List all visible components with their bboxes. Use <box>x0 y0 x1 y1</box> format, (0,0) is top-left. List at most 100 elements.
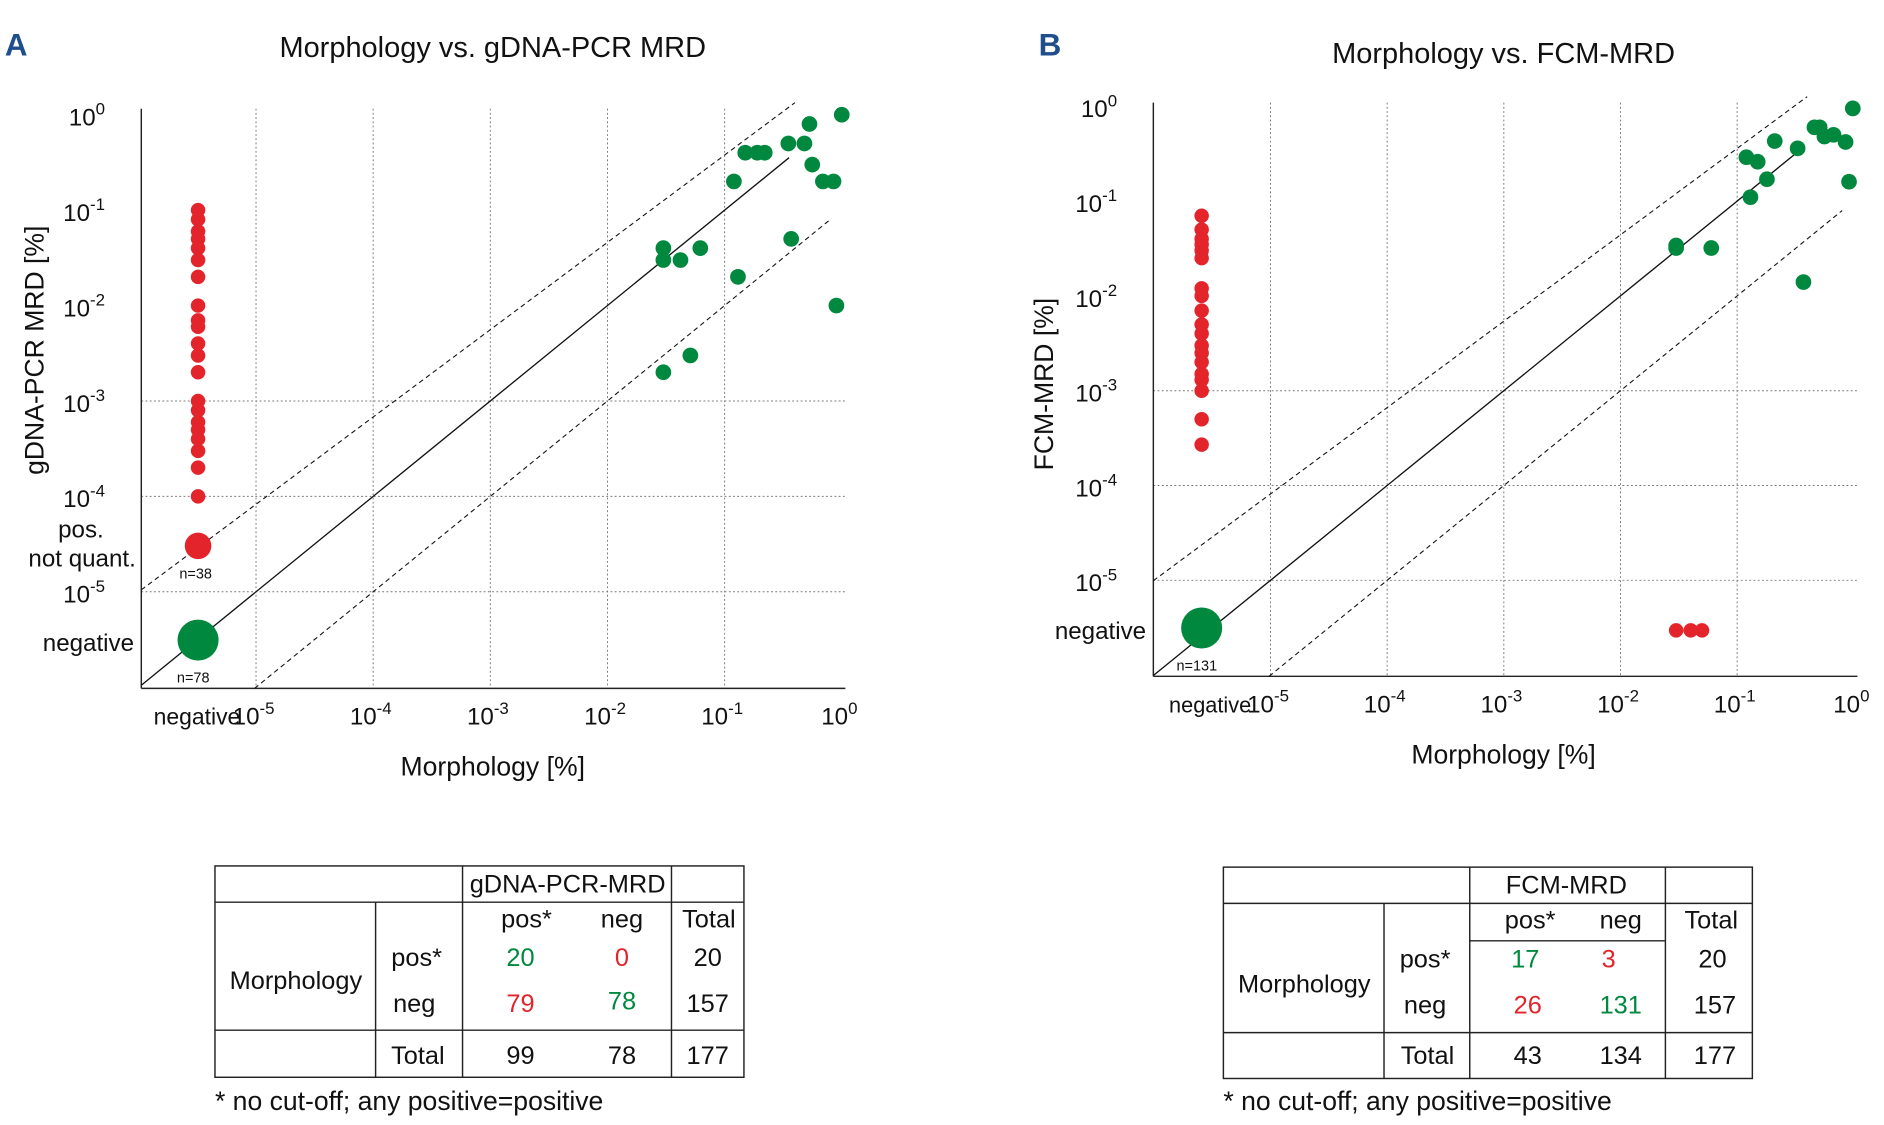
y-tick-exponent: -5 <box>1102 565 1117 584</box>
x-tick-label: 10-5 <box>1247 687 1289 719</box>
table-b-cell: 43 <box>1514 1042 1542 1070</box>
table-b-cell: 134 <box>1600 1042 1642 1070</box>
green-data-point <box>1841 173 1857 190</box>
chart-title-b: Morphology vs. FCM-MRD <box>1332 38 1675 70</box>
x-tick-label: 10-4 <box>1364 687 1406 719</box>
green-data-point <box>780 135 797 152</box>
table-b-col-pos: pos* <box>1505 907 1556 935</box>
contingency-table-b <box>1222 866 1754 1080</box>
table-a-cell: 78 <box>608 1042 636 1070</box>
table-a-cell: 157 <box>687 990 729 1018</box>
green-data-point <box>804 156 821 173</box>
y-tick-label: 10-1 <box>63 195 105 227</box>
table-b-row-neg-label: neg <box>1404 991 1446 1019</box>
table-a-cell: 79 <box>506 990 534 1018</box>
table-a-row-group: Morphology <box>230 967 363 995</box>
red-data-point <box>190 443 206 459</box>
red-data-point <box>190 269 206 285</box>
ref-line-identity <box>1152 148 1802 677</box>
x-tick-exponent: -5 <box>1274 687 1289 706</box>
green-data-point <box>783 231 800 247</box>
green-data-point <box>756 144 773 161</box>
green-data-point <box>655 364 672 381</box>
table-b-row-group: Morphology <box>1238 971 1371 999</box>
y-axis-label: gDNA-PCR MRD [%] <box>19 226 49 475</box>
red-data-point <box>190 298 206 313</box>
plot-a: 10-5 10-4 10-3 10-2 10-1 100 100 10-1 10-2 10-3 10… <box>19 100 857 782</box>
table-a-col-total: Total <box>682 906 736 934</box>
n-negative: n=131 <box>1176 658 1217 674</box>
table-a-cell: 20 <box>694 944 722 972</box>
x-tick-exponent: -2 <box>1624 687 1639 706</box>
table-b-cell: 157 <box>1694 991 1736 1019</box>
x-tick-exponent: -4 <box>377 699 392 718</box>
table-b-group-header: FCM-MRD <box>1506 872 1627 900</box>
green-data-point <box>1668 237 1684 254</box>
chart-title-a: Morphology vs. gDNA-PCR MRD <box>279 32 706 64</box>
y-tick-label: 100 <box>1081 91 1117 123</box>
y-tick-exponent: -1 <box>1102 186 1117 205</box>
ref-line-identity <box>140 157 790 686</box>
green-data-point <box>796 135 813 152</box>
n-negative: n=78 <box>177 670 210 686</box>
table-a-cell: 78 <box>608 988 636 1016</box>
green-data-point <box>1837 134 1854 150</box>
ref-line-lower <box>1268 210 1843 677</box>
table-b-col-neg: neg <box>1600 907 1642 935</box>
table-b-row-pos-label: pos* <box>1400 945 1451 973</box>
negative-negative-point <box>177 619 219 661</box>
green-data-point <box>833 106 850 123</box>
y-tick-exponent: -3 <box>1102 376 1117 395</box>
plot-b: 10-5 10-4 10-3 10-2 10-1 100 100 10-1 10-2 10-3 10… <box>1029 91 1869 769</box>
green-data-point <box>655 240 672 256</box>
y-tick-exponent: -5 <box>90 577 105 596</box>
x-tick-label: 10-3 <box>1480 687 1522 719</box>
green-data-point <box>1766 133 1783 149</box>
y-tick-exponent: 0 <box>96 100 105 119</box>
green-data-point <box>730 268 746 285</box>
y-tick-label: 10-5 <box>63 577 105 609</box>
x-tick-label: 100 <box>1833 687 1869 719</box>
y-negative-label: negative <box>43 630 134 657</box>
red-data-point <box>190 240 206 256</box>
red-data-point <box>1194 437 1209 452</box>
x-tick-label: 10-1 <box>701 699 743 731</box>
x-tick-label: 10-5 <box>233 699 275 731</box>
table-a-row-pos-label: pos* <box>391 944 442 972</box>
red-data-point <box>190 212 206 227</box>
contingency-table-a <box>214 865 745 1079</box>
table-a-col-pos: pos* <box>501 906 552 934</box>
red-data-point <box>1194 288 1209 304</box>
x-tick-exponent: -1 <box>728 699 743 718</box>
red-data-point <box>1694 623 1710 638</box>
n-pos-not-quant: n=38 <box>179 567 212 583</box>
y-tick-label: 10-4 <box>63 481 105 513</box>
green-data-point <box>1759 171 1775 188</box>
x-tick-exponent: -5 <box>260 699 275 718</box>
table-b-col-total: Total <box>1685 907 1739 935</box>
green-data-point <box>1844 100 1861 117</box>
y-tick-exponent: -3 <box>90 386 105 405</box>
x-tick-label: 10-4 <box>350 699 392 731</box>
y-tick-label: 10-2 <box>63 291 105 323</box>
y-tick-exponent: -4 <box>1102 471 1117 490</box>
table-b-cell: 131 <box>1600 991 1642 1019</box>
table-a-cell: 177 <box>687 1042 729 1070</box>
x-axis-label: Morphology [%] <box>1411 739 1595 769</box>
x-tick-label: 10-2 <box>1597 687 1639 719</box>
green-data-point <box>1742 189 1759 206</box>
green-data-point <box>801 116 818 132</box>
red-data-point <box>1194 326 1209 341</box>
red-data-point <box>190 319 206 334</box>
x-tick-exponent: 0 <box>1860 687 1869 706</box>
red-data-point <box>1194 303 1209 318</box>
x-tick-exponent: -3 <box>494 699 509 718</box>
y-tick-label: 10-5 <box>1075 565 1117 597</box>
table-a-cell: 99 <box>506 1042 534 1070</box>
red-data-point <box>190 431 206 447</box>
ref-line-upper <box>140 102 796 591</box>
red-data-point <box>190 252 206 268</box>
table-b-footnote: * no cut-off; any positive=positive <box>1223 1086 1611 1116</box>
y-tick-exponent: -1 <box>90 195 105 214</box>
y-tick-label: 10-2 <box>1075 281 1117 313</box>
